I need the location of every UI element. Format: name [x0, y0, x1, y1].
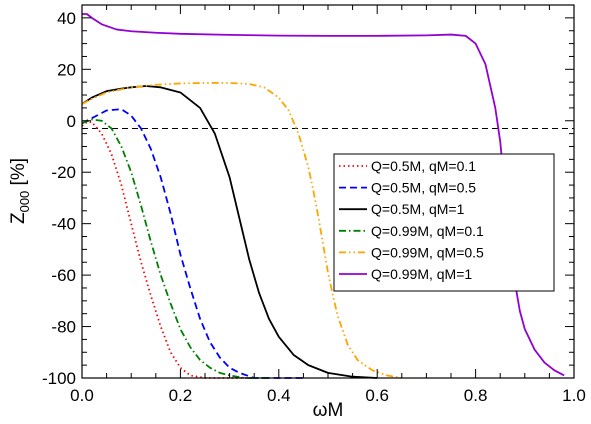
series-line-1 — [81, 121, 255, 379]
y-tick-label: -60 — [51, 266, 76, 285]
y-tick-label: -40 — [51, 215, 76, 234]
ticks-layer — [81, 4, 575, 379]
y-tick-label: -80 — [51, 318, 76, 337]
legend-label-2: Q=0.5M, qM=0.5 — [371, 180, 476, 196]
x-tick-label: 0.6 — [365, 386, 389, 405]
legend-label-5: Q=0.99M, qM=0.5 — [371, 244, 484, 260]
series-layer — [81, 13, 565, 379]
y-axis-label-sub: 000 — [17, 191, 32, 213]
legend-label-1: Q=0.5M, qM=0.1 — [371, 158, 476, 174]
legend-box — [333, 153, 555, 292]
series-line-4 — [81, 118, 269, 379]
series-line-2 — [81, 108, 304, 379]
series-line-6 — [82, 13, 565, 377]
legend-label-3: Q=0.5M, qM=1 — [371, 201, 465, 217]
legend-label-4: Q=0.99M, qM=0.1 — [371, 223, 484, 239]
y-tick-label: 0 — [67, 112, 76, 131]
y-tick-label: 20 — [57, 60, 76, 79]
x-tick-label: 0.4 — [267, 386, 291, 405]
x-tick-labels: 0.0 0.2 0.4 0.6 0.8 1.0 — [70, 386, 586, 405]
legend-label-6: Q=0.99M, qM=1 — [371, 266, 472, 282]
y-axis-label-unit: [%] — [8, 158, 29, 191]
legend: Q=0.5M, qM=0.1 Q=0.5M, qM=0.5 Q=0.5M, qM=1… — [333, 153, 555, 292]
y-tick-label: -100 — [42, 369, 76, 388]
x-tick-label: 1.0 — [562, 386, 586, 405]
y-tick-label: 40 — [57, 9, 76, 28]
x-tick-label: 0.0 — [70, 386, 94, 405]
series-line-5 — [81, 82, 402, 379]
series-line-3 — [81, 85, 378, 379]
x-tick-label: 0.2 — [169, 386, 193, 405]
y-tick-labels: 40 20 0 -20 -40 -60 -80 -100 — [42, 9, 76, 388]
y-axis-label-main: Z — [8, 212, 29, 224]
x-axis-label: ωM — [313, 400, 344, 421]
y-axis-label: Z000 [%] — [8, 158, 32, 224]
y-tick-label: -20 — [51, 163, 76, 182]
x-tick-label: 0.8 — [464, 386, 488, 405]
